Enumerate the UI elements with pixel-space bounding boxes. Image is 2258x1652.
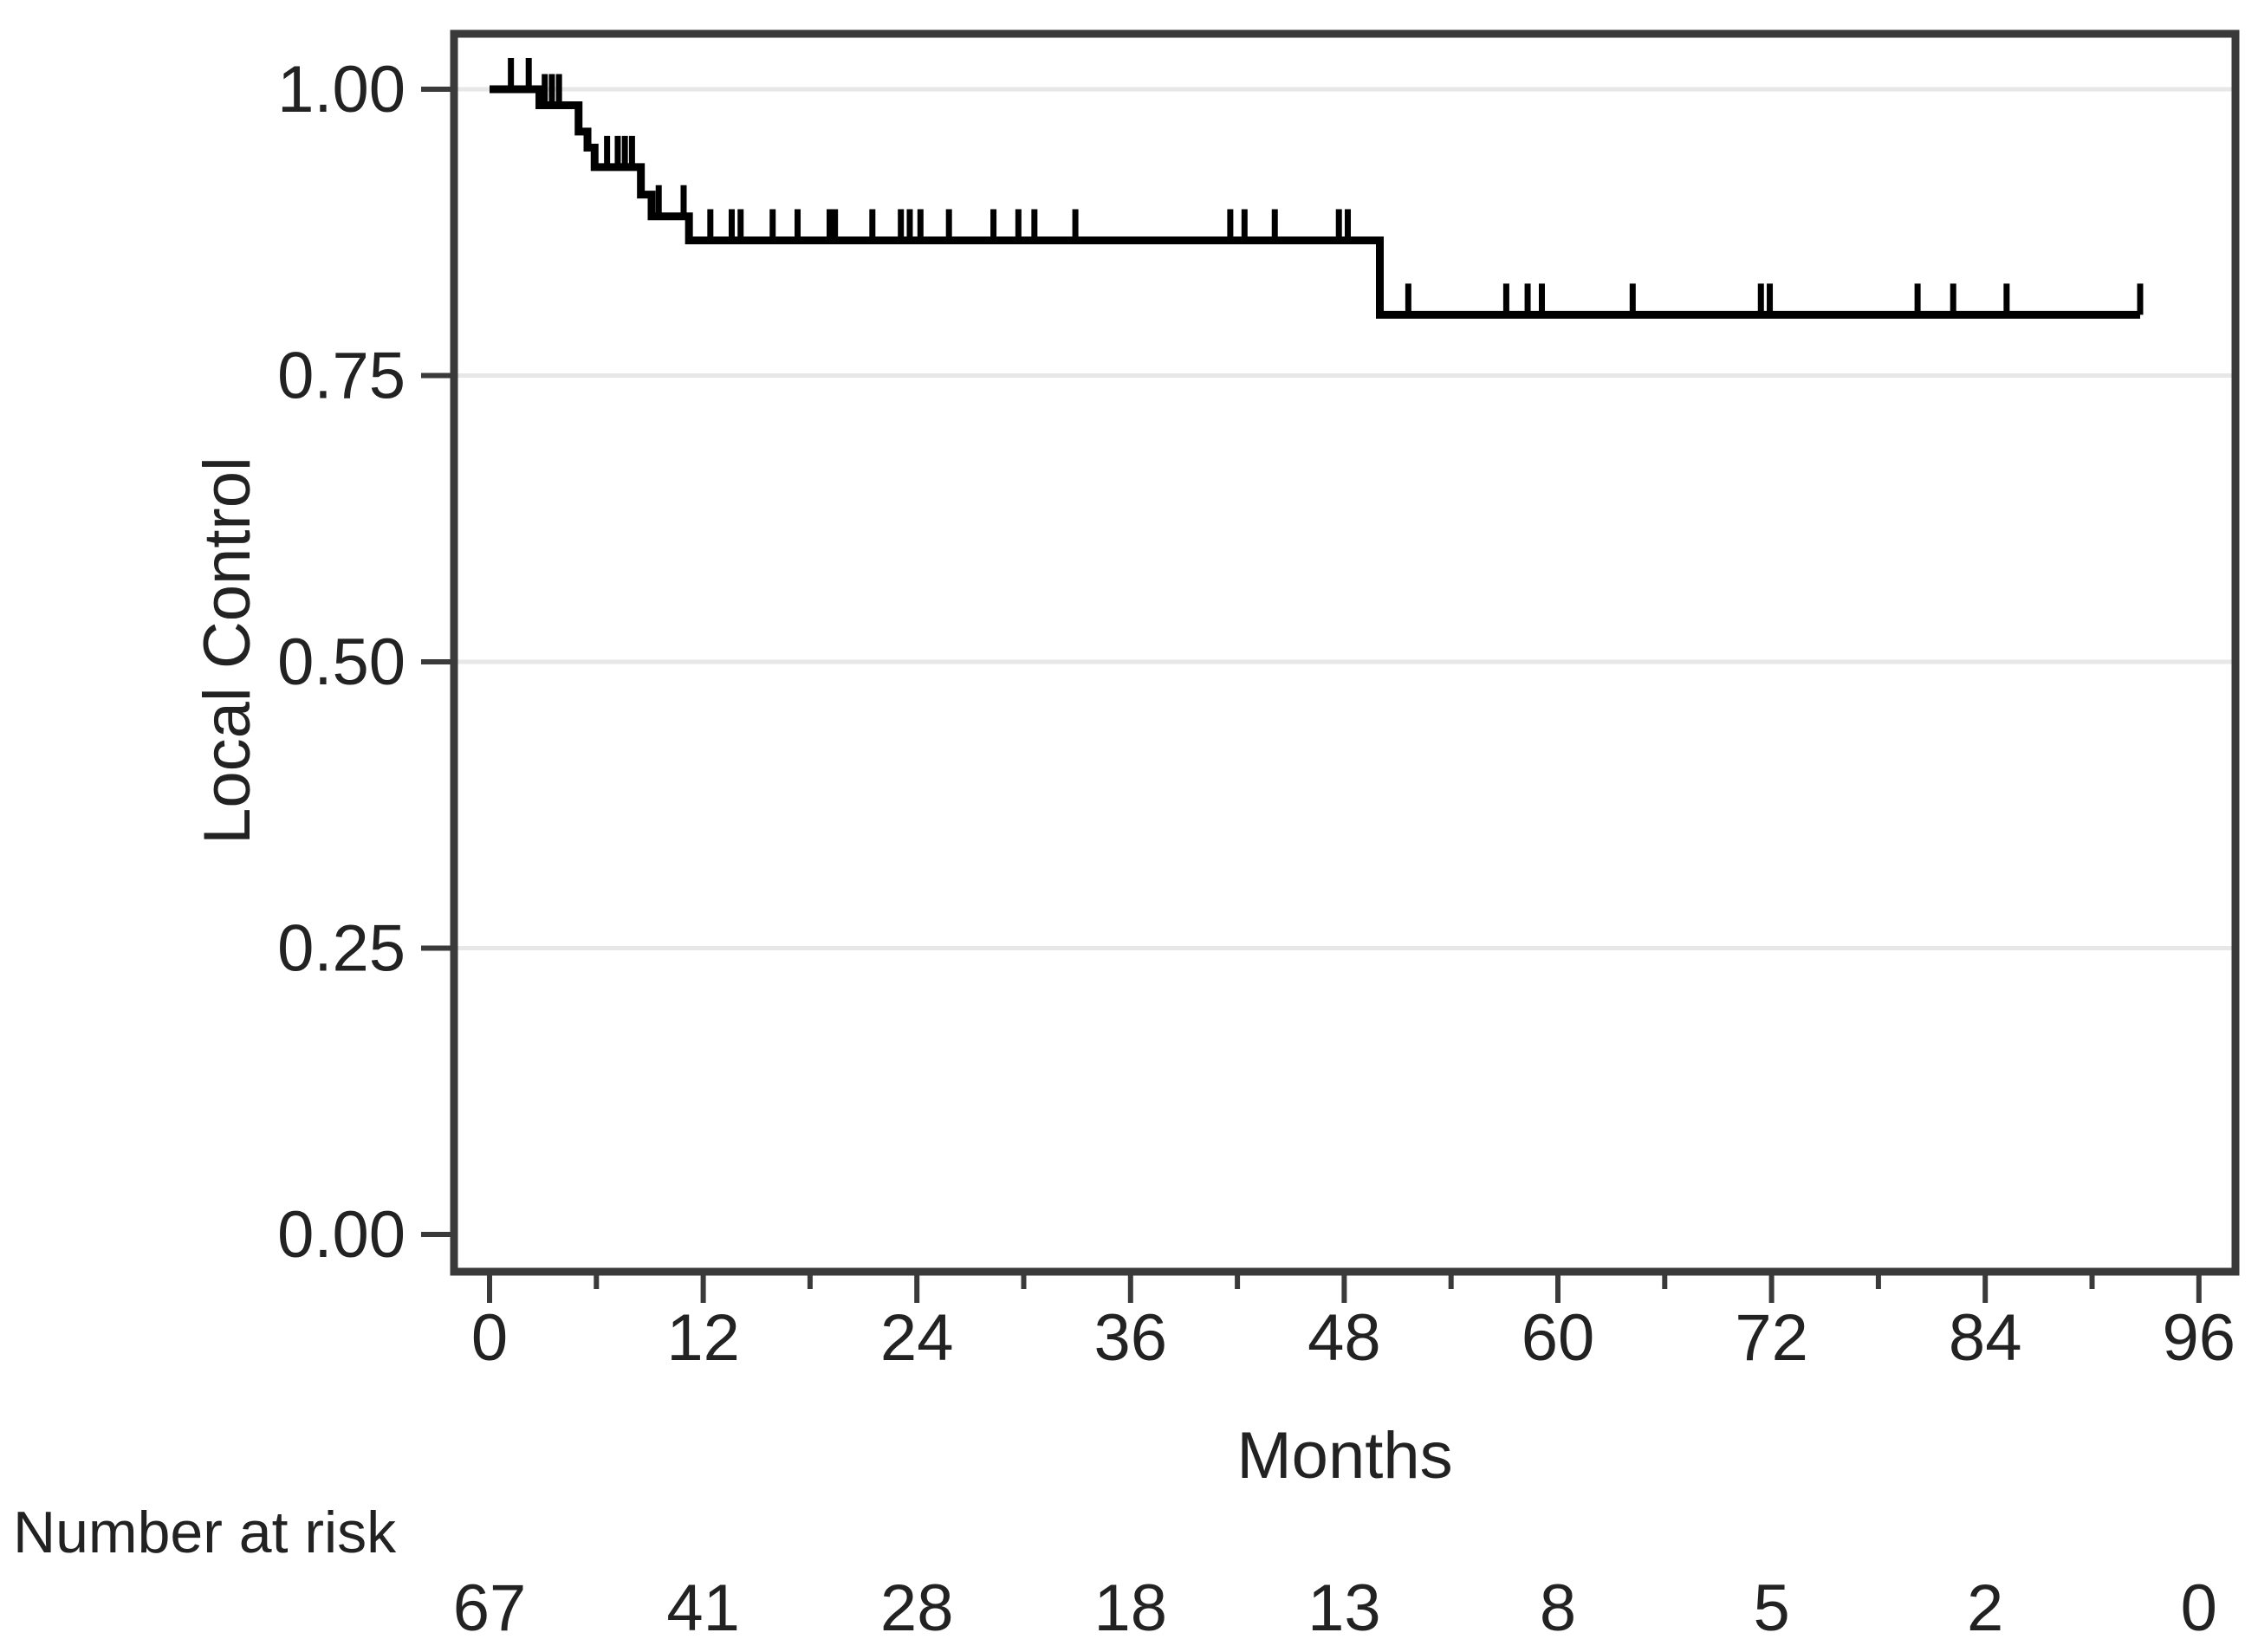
risk-count: 18 [1094,1571,1168,1645]
y-tick-label: 0.50 [277,625,406,699]
x-tick-label: 24 [880,1301,954,1375]
x-tick-label: 96 [2163,1301,2236,1375]
y-tick-label: 1.00 [277,53,406,126]
risk-count: 5 [1753,1571,1789,1645]
plot-border [450,29,2240,1276]
x-tick-label: 12 [666,1301,740,1375]
x-tick-label: 84 [1949,1301,2022,1375]
risk-table-label: Number at risk [13,1500,397,1565]
risk-count: 13 [1307,1571,1381,1645]
risk-count: 0 [2181,1571,2217,1645]
risk-count: 2 [1967,1571,2003,1645]
risk-count: 8 [1540,1571,1576,1645]
risk-count: 41 [666,1571,740,1645]
y-axis-title: Local Control [191,457,264,845]
chart-render-layer: 1.00 0.75 0.50 0.25 0.00 0 12 24 36 48 60 72 84 96 67 4… [277,29,2240,1645]
x-tick-label: 0 [471,1301,508,1375]
x-tick-label: 72 [1735,1301,1808,1375]
y-tick-label: 0.25 [277,912,406,986]
y-tick-label: 0.75 [277,340,406,413]
x-tick-label: 36 [1094,1301,1168,1375]
x-tick-label: 48 [1307,1301,1381,1375]
x-axis-title: Months [1236,1419,1452,1493]
risk-count: 28 [880,1571,954,1645]
x-tick-label: 60 [1522,1301,1595,1375]
y-tick-label: 0.00 [277,1198,406,1272]
risk-count: 67 [453,1571,527,1645]
km-survival-curve [490,85,2140,319]
